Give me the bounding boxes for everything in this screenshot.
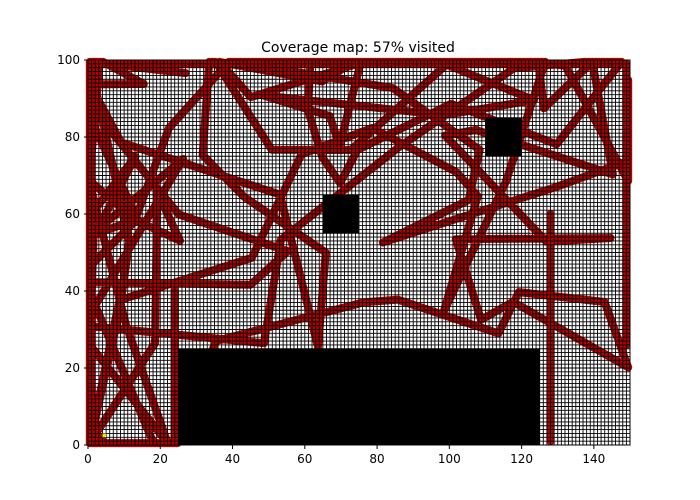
x-axis: 0 20 40 60 80 100 120 140: [84, 445, 605, 466]
obstacle-2: [485, 117, 522, 157]
x-tick-label: 40: [225, 452, 240, 466]
x-tick-label: 120: [510, 452, 533, 466]
x-tick-label: 80: [369, 452, 384, 466]
obstacle-0: [178, 348, 540, 445]
obstacle-layer: [178, 117, 540, 445]
obstacle-1: [322, 194, 359, 234]
y-axis: 0 20 40 60 80 100: [57, 53, 88, 452]
y-tick-label: 20: [65, 361, 80, 375]
start-layer: [102, 433, 107, 438]
y-tick-label: 60: [65, 207, 80, 221]
y-tick-label: 80: [65, 130, 80, 144]
plot-frame: [87, 59, 631, 446]
y-tick-label: 40: [65, 284, 80, 298]
x-tick-label: 140: [582, 452, 605, 466]
start-cell: [102, 433, 107, 438]
x-tick-label: 100: [438, 452, 461, 466]
y-tick-label: 100: [57, 53, 80, 67]
x-tick-label: 0: [84, 452, 92, 466]
chart-title: Coverage map: 57% visited: [261, 40, 455, 56]
x-tick-label: 20: [153, 452, 168, 466]
y-tick-label: 0: [72, 438, 80, 452]
x-tick-label: 60: [297, 452, 312, 466]
plot-area: [85, 57, 633, 448]
